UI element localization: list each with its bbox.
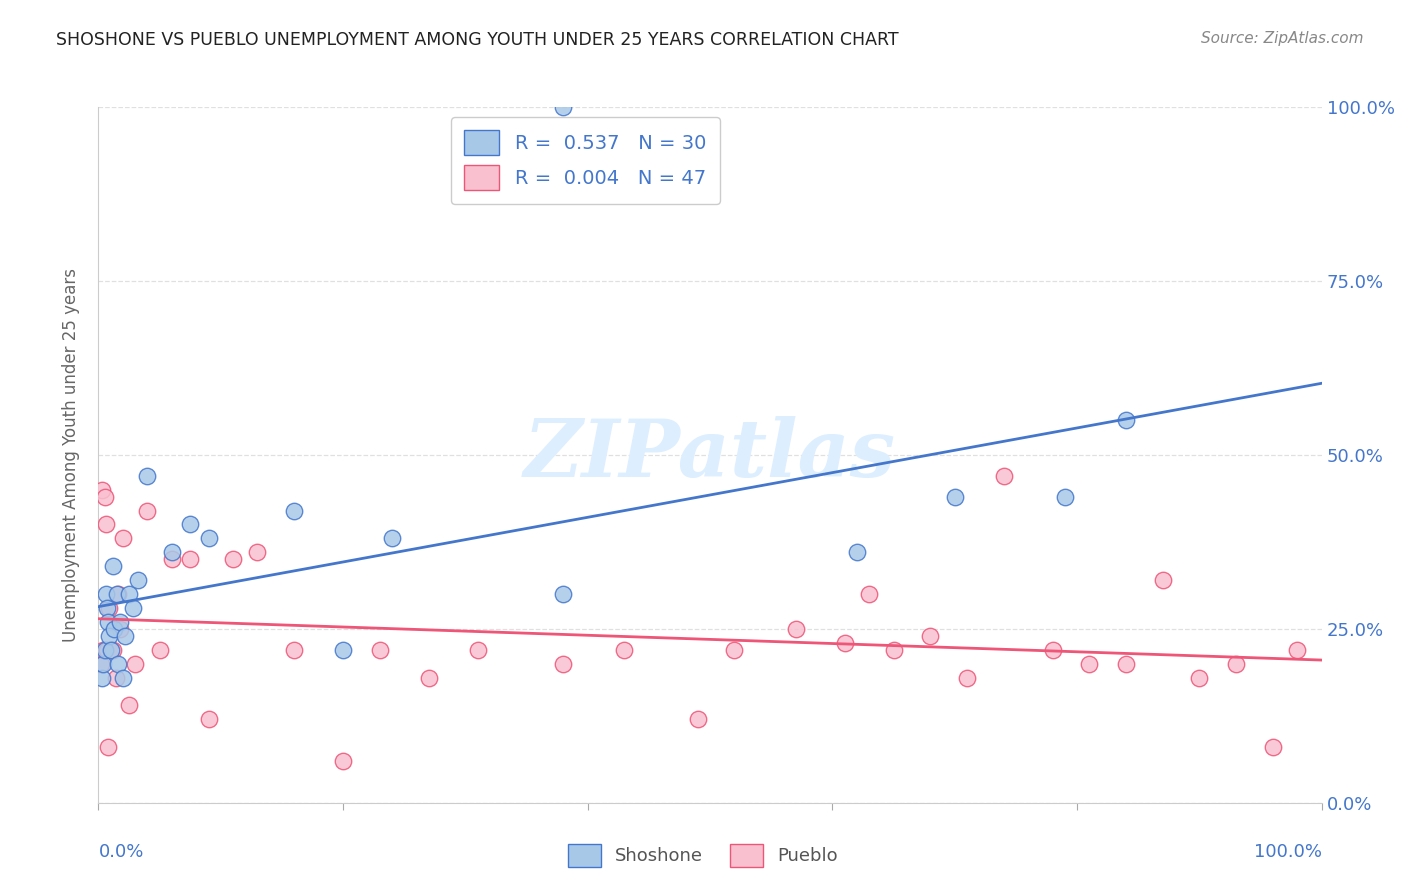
- Point: [160, 545, 183, 559]
- Point: [368, 642, 391, 657]
- Point: [920, 629, 942, 643]
- Point: [136, 503, 159, 517]
- Point: [124, 657, 146, 671]
- Y-axis label: Unemployment Among Youth under 25 years: Unemployment Among Youth under 25 years: [62, 268, 80, 642]
- Point: [993, 468, 1015, 483]
- Point: [114, 629, 136, 643]
- Text: ZIPatlas: ZIPatlas: [524, 417, 896, 493]
- Point: [110, 615, 132, 629]
- Point: [91, 657, 114, 671]
- Legend: R =  0.537   N = 30, R =  0.004   N = 47: R = 0.537 N = 30, R = 0.004 N = 47: [451, 117, 720, 203]
- Point: [845, 545, 868, 559]
- Point: [553, 657, 575, 671]
- Text: Source: ZipAtlas.com: Source: ZipAtlas.com: [1201, 31, 1364, 46]
- Point: [100, 642, 122, 657]
- Point: [91, 642, 114, 657]
- Point: [1286, 642, 1309, 657]
- Point: [858, 587, 880, 601]
- Point: [179, 552, 201, 566]
- Point: [98, 601, 121, 615]
- Point: [686, 712, 709, 726]
- Point: [283, 642, 305, 657]
- Point: [111, 532, 134, 546]
- Point: [104, 671, 127, 685]
- Point: [118, 698, 141, 713]
- Text: 0.0%: 0.0%: [98, 843, 143, 861]
- Point: [121, 601, 143, 615]
- Point: [883, 642, 905, 657]
- Point: [332, 754, 354, 768]
- Legend: Shoshone, Pueblo: Shoshone, Pueblo: [561, 837, 845, 874]
- Point: [97, 615, 120, 629]
- Point: [103, 622, 125, 636]
- Point: [101, 559, 124, 574]
- Point: [160, 552, 183, 566]
- Point: [283, 503, 305, 517]
- Point: [381, 532, 404, 546]
- Point: [107, 657, 129, 671]
- Point: [785, 622, 807, 636]
- Point: [553, 100, 575, 114]
- Point: [94, 517, 117, 532]
- Point: [1115, 657, 1137, 671]
- Point: [1261, 740, 1284, 755]
- Point: [956, 671, 979, 685]
- Point: [418, 671, 440, 685]
- Point: [98, 629, 121, 643]
- Point: [834, 636, 856, 650]
- Point: [179, 517, 201, 532]
- Point: [1053, 490, 1076, 504]
- Point: [94, 587, 117, 601]
- Point: [943, 490, 966, 504]
- Point: [96, 642, 118, 657]
- Text: 100.0%: 100.0%: [1254, 843, 1322, 861]
- Point: [107, 587, 129, 601]
- Point: [1115, 413, 1137, 427]
- Point: [101, 642, 124, 657]
- Point: [93, 490, 115, 504]
- Point: [110, 622, 132, 636]
- Point: [1188, 671, 1211, 685]
- Point: [723, 642, 745, 657]
- Point: [1152, 573, 1174, 587]
- Text: SHOSHONE VS PUEBLO UNEMPLOYMENT AMONG YOUTH UNDER 25 YEARS CORRELATION CHART: SHOSHONE VS PUEBLO UNEMPLOYMENT AMONG YO…: [56, 31, 898, 49]
- Point: [100, 642, 122, 657]
- Point: [149, 642, 172, 657]
- Point: [1225, 657, 1247, 671]
- Point: [197, 532, 219, 546]
- Point: [127, 573, 149, 587]
- Point: [91, 671, 114, 685]
- Point: [111, 671, 134, 685]
- Point: [93, 642, 115, 657]
- Point: [1078, 657, 1101, 671]
- Point: [197, 712, 219, 726]
- Point: [1042, 642, 1064, 657]
- Point: [332, 642, 354, 657]
- Point: [613, 642, 636, 657]
- Point: [90, 657, 112, 671]
- Point: [467, 642, 489, 657]
- Point: [91, 483, 114, 497]
- Point: [96, 601, 118, 615]
- Point: [246, 545, 269, 559]
- Point: [553, 587, 575, 601]
- Point: [118, 587, 141, 601]
- Point: [222, 552, 245, 566]
- Point: [97, 740, 120, 755]
- Point: [136, 468, 159, 483]
- Point: [105, 587, 128, 601]
